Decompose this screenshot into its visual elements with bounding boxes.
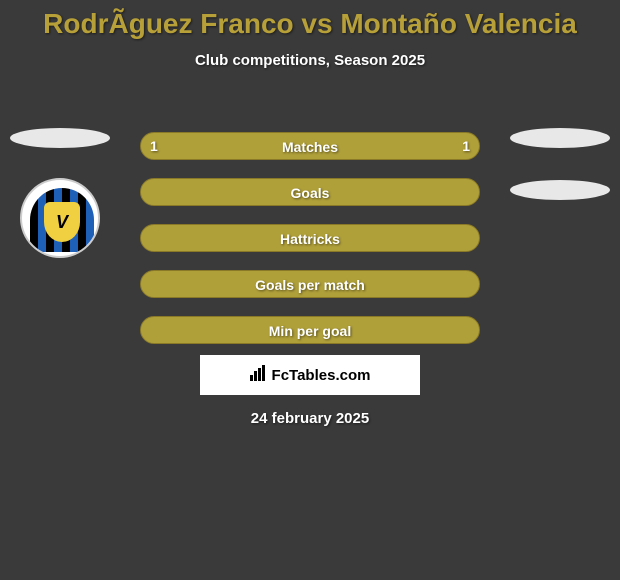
branding-box: FcTables.com xyxy=(200,355,420,395)
chart-bars-icon xyxy=(250,365,268,385)
stat-label: Min per goal xyxy=(269,323,351,339)
stat-bar: Goals xyxy=(140,178,480,206)
branding-text: FcTables.com xyxy=(272,367,371,384)
stat-label: Matches xyxy=(282,139,338,155)
stat-bar: Hattricks xyxy=(140,224,480,252)
stat-row: Goals per match xyxy=(0,270,620,302)
stat-bar: Min per goal xyxy=(140,316,480,344)
stat-right-value: 1 xyxy=(462,132,470,160)
stat-left-value: 1 xyxy=(150,132,158,160)
stats-block: Matches 1 1 Goals Hattricks Goals per ma… xyxy=(0,118,620,348)
stat-bar: Goals per match xyxy=(140,270,480,298)
stat-label: Hattricks xyxy=(280,231,340,247)
stat-row: Goals xyxy=(0,178,620,210)
comparison-card: RodrÃ­guez Franco vs Montaño Valencia Cl… xyxy=(0,0,620,580)
stat-label: Goals per match xyxy=(255,277,365,293)
stat-bar: Matches xyxy=(140,132,480,160)
stat-row: Hattricks xyxy=(0,224,620,256)
date-text: 24 february 2025 xyxy=(0,410,620,427)
stat-row: Matches 1 1 xyxy=(0,132,620,164)
stat-row: Min per goal xyxy=(0,316,620,348)
page-title: RodrÃ­guez Franco vs Montaño Valencia xyxy=(0,0,620,40)
stat-label: Goals xyxy=(291,185,330,201)
season-subtitle: Club competitions, Season 2025 xyxy=(0,52,620,69)
